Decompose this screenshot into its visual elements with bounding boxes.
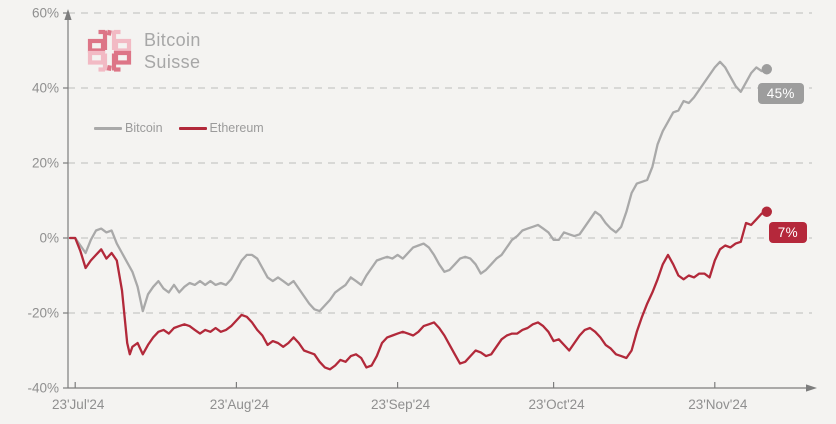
x-tick-label: 23'Nov'24 bbox=[688, 397, 748, 412]
bitcoin-line bbox=[68, 60, 768, 313]
x-tick-label: 23'Oct'24 bbox=[528, 397, 585, 412]
x-axis-arrow bbox=[806, 384, 817, 392]
ethereum-end-badge: 7% bbox=[768, 221, 807, 243]
brand-name-line2: Suisse bbox=[144, 51, 201, 72]
chart-legend: Bitcoin Ethereum bbox=[94, 121, 264, 135]
ethereum-line-swatch bbox=[178, 126, 207, 130]
legend-label-bitcoin: Bitcoin bbox=[125, 121, 163, 135]
x-tick-label: 23'Jul'24 bbox=[52, 397, 105, 412]
ethereum-end-dot bbox=[761, 206, 772, 217]
y-tick-label: 0% bbox=[39, 231, 59, 246]
x-tick-label: 23'Sep'24 bbox=[371, 397, 431, 412]
x-tick-label: 23'Aug'24 bbox=[210, 397, 270, 412]
bitcoin-end-badge: 45% bbox=[757, 83, 804, 105]
brand-name-line1: Bitcoin bbox=[144, 29, 201, 50]
y-tick-label: 20% bbox=[32, 156, 59, 171]
tick-labels: 60% 40% 20% 0% -20% -40%23'Jul'24 23'Aug'24 23'… bbox=[27, 6, 747, 413]
legend-label-ethereum: Ethereum bbox=[209, 121, 264, 135]
y-axis-arrow bbox=[64, 9, 72, 20]
gridlines bbox=[68, 12, 812, 314]
bitcoin-end-dot bbox=[761, 64, 772, 75]
axes bbox=[67, 14, 812, 389]
legend-item-bitcoin[interactable]: Bitcoin bbox=[94, 121, 163, 135]
brand-name: Bitcoin Suisse bbox=[144, 29, 201, 73]
bitcoin-suisse-logo-icon bbox=[87, 29, 132, 72]
y-tick-label: 60% bbox=[32, 6, 59, 21]
y-tick-label: -40% bbox=[27, 381, 59, 396]
y-tick-label: -20% bbox=[27, 306, 59, 321]
legend-item-ethereum[interactable]: Ethereum bbox=[178, 121, 264, 135]
y-tick-label: 40% bbox=[32, 81, 59, 96]
bitcoin-line-swatch bbox=[94, 126, 122, 130]
ethereum-line bbox=[68, 210, 768, 371]
brand-logo: Bitcoin Suisse bbox=[86, 28, 201, 73]
